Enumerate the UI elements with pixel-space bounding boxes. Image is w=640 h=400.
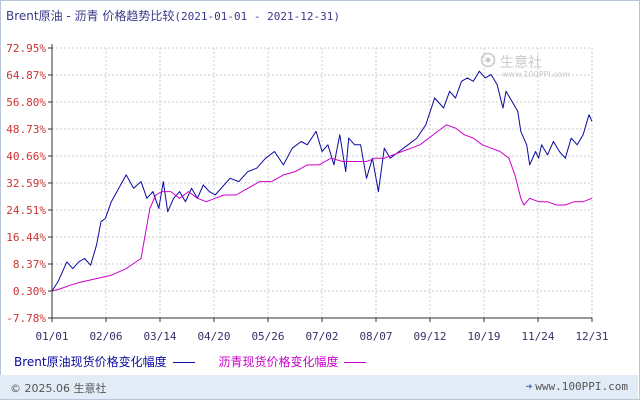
- series-line-asphalt: [51, 124, 593, 292]
- x-tick-label: 10/19: [467, 330, 500, 343]
- footer-site-text: www.100PPI.com: [535, 380, 628, 393]
- legend: Brent原油现货价格变化幅度 沥青现货价格变化幅度: [14, 353, 372, 370]
- y-tick-label: 48.73%: [6, 123, 46, 136]
- y-tick-label: 72.95%: [6, 42, 46, 55]
- x-tick-label: 11/24: [521, 330, 554, 343]
- watermark-logo-icon: [480, 52, 496, 71]
- legend-label-asphalt: 沥青现货价格变化幅度: [218, 355, 339, 369]
- x-tick-label: 04/20: [197, 330, 230, 343]
- x-tick-label: 07/02: [305, 330, 338, 343]
- y-tick-label: 40.66%: [6, 150, 46, 163]
- footer: © 2025.06 生意社 ➜ www.100PPI.com: [0, 375, 638, 399]
- x-tick-label: 05/26: [251, 330, 284, 343]
- x-tick-label: 01/01: [35, 330, 68, 343]
- series-line-brent: [51, 70, 593, 292]
- y-tick-label: 8.37%: [13, 258, 46, 271]
- chart-title-main: Brent原油 - 沥青 价格趋势比较: [6, 9, 175, 23]
- y-tick-label: 0.30%: [13, 285, 46, 298]
- x-tick-label: 08/07: [359, 330, 392, 343]
- x-tick-label: 02/06: [89, 330, 122, 343]
- x-tick-label: 03/14: [143, 330, 176, 343]
- footer-site-link[interactable]: ➜ www.100PPI.com: [526, 380, 628, 393]
- watermark-brand: 生意社: [500, 55, 542, 71]
- y-tick-label: 56.80%: [6, 96, 46, 109]
- x-tick-labels: 01/01 02/06 03/14 04/20 05/26 07/02 08/07 09/12…: [35, 330, 608, 343]
- legend-label-brent: Brent原油现货价格变化幅度: [14, 355, 167, 369]
- footer-copyright: © 2025.06 生意社: [10, 382, 107, 395]
- y-tick-label: -7.78%: [6, 312, 46, 325]
- arrow-icon: ➜: [525, 380, 533, 393]
- legend-item-asphalt: 沥青现货价格变化幅度: [218, 353, 372, 370]
- y-tick-label: 24.51%: [6, 204, 46, 217]
- series-layer: [51, 70, 593, 292]
- axes: [48, 44, 593, 322]
- legend-swatch-asphalt: [344, 362, 367, 363]
- y-tick-labels: 72.95% 64.87% 56.80% 48.73% 40.66% 32.59% 24.5…: [6, 42, 46, 325]
- chart-title: Brent原油 - 沥青 价格趋势比较(2021-01-01 - 2021-12…: [6, 7, 340, 24]
- legend-item-brent: Brent原油现货价格变化幅度: [14, 353, 201, 370]
- y-tick-label: 16.44%: [6, 231, 46, 244]
- grid-lines: [51, 47, 593, 319]
- x-tick-label: 09/12: [413, 330, 446, 343]
- legend-swatch-brent: [172, 362, 195, 363]
- x-tick-label: 12/31: [575, 330, 608, 343]
- chart-title-range: (2021-01-01 - 2021-12-31): [174, 10, 340, 23]
- y-tick-label: 64.87%: [6, 69, 46, 82]
- y-tick-label: 32.59%: [6, 177, 46, 190]
